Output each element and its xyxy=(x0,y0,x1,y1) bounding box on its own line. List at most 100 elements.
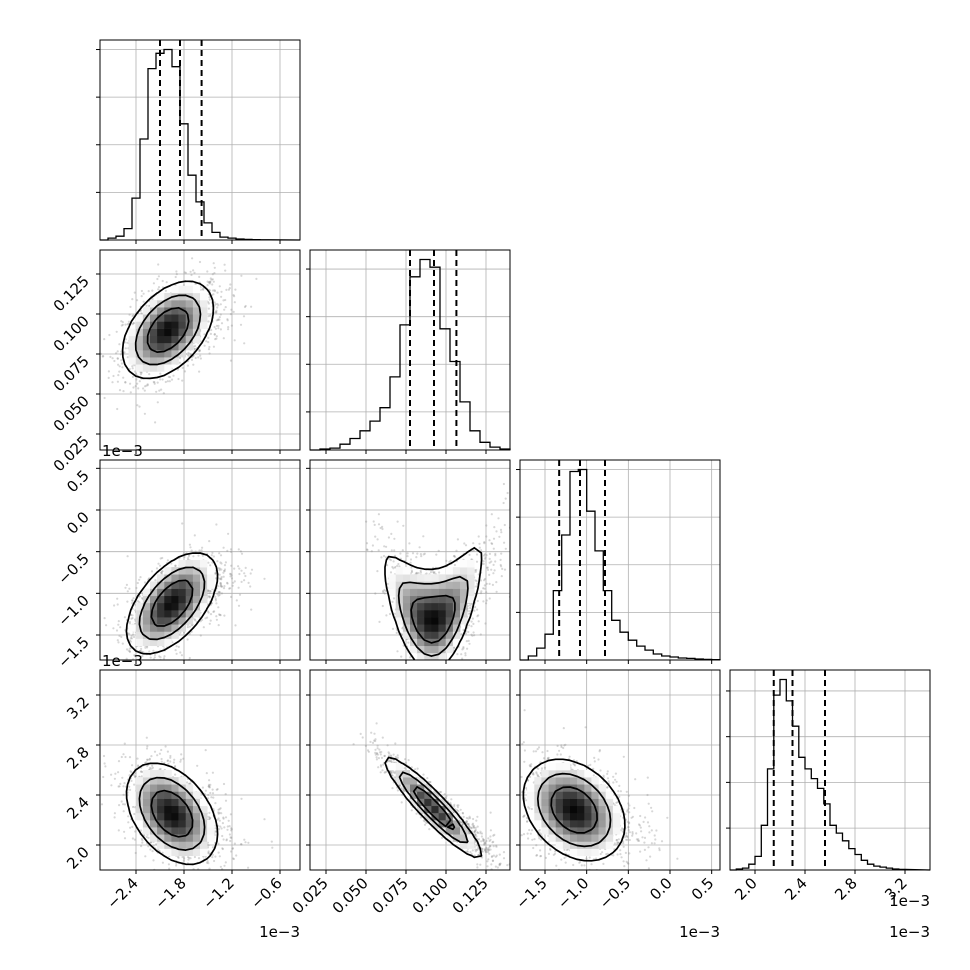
sample-point xyxy=(164,380,167,384)
sample-point xyxy=(214,595,217,598)
sample-point xyxy=(198,275,201,278)
sample-point xyxy=(453,554,456,558)
density-cell xyxy=(164,567,172,575)
sample-point xyxy=(452,646,456,649)
sample-point xyxy=(157,288,160,291)
density-cell xyxy=(438,602,447,611)
density-cell xyxy=(164,602,172,611)
sample-point xyxy=(365,542,369,545)
density-cell xyxy=(417,645,425,654)
sample-point xyxy=(132,635,136,639)
sample-point xyxy=(137,387,140,390)
density-cell xyxy=(424,588,432,597)
sample-point xyxy=(492,547,495,550)
sample-point xyxy=(466,647,469,650)
sample-point xyxy=(217,828,221,831)
density-cell xyxy=(164,328,172,337)
sample-point xyxy=(110,784,113,787)
density-cell xyxy=(142,350,151,358)
density-cell xyxy=(178,602,187,611)
sample-point xyxy=(138,380,141,383)
sample-point xyxy=(138,578,141,581)
sample-point xyxy=(211,853,214,856)
sample-point xyxy=(224,269,227,272)
sample-point xyxy=(180,654,183,657)
sample-point xyxy=(131,365,134,368)
sample-point xyxy=(192,363,195,366)
sample-point xyxy=(382,554,386,558)
sample-point xyxy=(482,587,485,590)
sample-point xyxy=(134,370,137,373)
sample-point xyxy=(108,333,111,337)
sample-point xyxy=(140,312,143,315)
density-cell xyxy=(157,335,165,344)
sample-point xyxy=(209,314,212,317)
sample-point xyxy=(415,571,418,574)
sample-point xyxy=(229,548,233,551)
density-cell xyxy=(417,581,425,589)
sample-point xyxy=(240,552,244,555)
sample-point xyxy=(233,295,236,298)
sample-point xyxy=(201,546,204,549)
density-cell xyxy=(200,560,208,568)
sample-point xyxy=(132,597,135,600)
density-cell xyxy=(200,314,208,322)
density-cell xyxy=(424,581,432,589)
density-cell xyxy=(424,652,432,660)
panel-frame xyxy=(729,669,931,871)
sample-point xyxy=(243,572,246,575)
sample-point xyxy=(219,581,222,585)
density-cell xyxy=(150,314,158,322)
sample-point xyxy=(235,599,238,602)
sample-point xyxy=(415,572,418,575)
density-cell xyxy=(207,567,215,575)
sample-point xyxy=(240,797,243,800)
sample-point xyxy=(231,584,234,587)
sample-point xyxy=(148,650,151,653)
density-cell xyxy=(178,307,187,315)
sample-point xyxy=(468,610,472,613)
sample-point xyxy=(499,558,502,562)
sample-point xyxy=(383,588,386,592)
sample-point xyxy=(126,600,129,603)
sample-point xyxy=(160,388,163,391)
density-cell xyxy=(192,292,201,301)
sample-point xyxy=(207,336,210,339)
density-cell xyxy=(192,595,201,604)
sample-point xyxy=(502,501,505,505)
sample-point xyxy=(491,542,494,546)
sample-point xyxy=(216,318,220,322)
density-cell xyxy=(128,342,137,351)
sample-point xyxy=(212,289,215,292)
sample-point xyxy=(370,550,373,553)
sample-point xyxy=(476,599,479,603)
density-cell xyxy=(157,328,165,337)
sample-point xyxy=(125,583,128,587)
sample-point xyxy=(477,620,480,623)
density-cell xyxy=(164,610,172,618)
sample-point xyxy=(401,633,404,636)
sample-point xyxy=(410,569,413,572)
sample-point xyxy=(118,365,121,368)
sample-point xyxy=(389,571,393,574)
density-cell xyxy=(424,617,432,625)
sample-point xyxy=(207,315,210,318)
sample-point xyxy=(142,300,145,303)
sample-point xyxy=(197,356,200,359)
sample-point xyxy=(237,548,240,551)
density-cell xyxy=(157,624,165,632)
sample-point xyxy=(470,625,473,628)
sample-point xyxy=(233,567,236,570)
density-cell xyxy=(417,610,425,618)
sample-point xyxy=(437,664,439,666)
sample-point xyxy=(396,520,399,523)
density-cell xyxy=(452,567,461,575)
sample-point xyxy=(234,624,237,627)
sample-point xyxy=(201,554,204,557)
density-cell xyxy=(142,617,151,625)
sample-point xyxy=(151,297,154,301)
sample-point xyxy=(243,305,247,309)
density-cell xyxy=(142,335,151,344)
density-cell xyxy=(431,610,439,618)
sample-point xyxy=(472,542,475,545)
